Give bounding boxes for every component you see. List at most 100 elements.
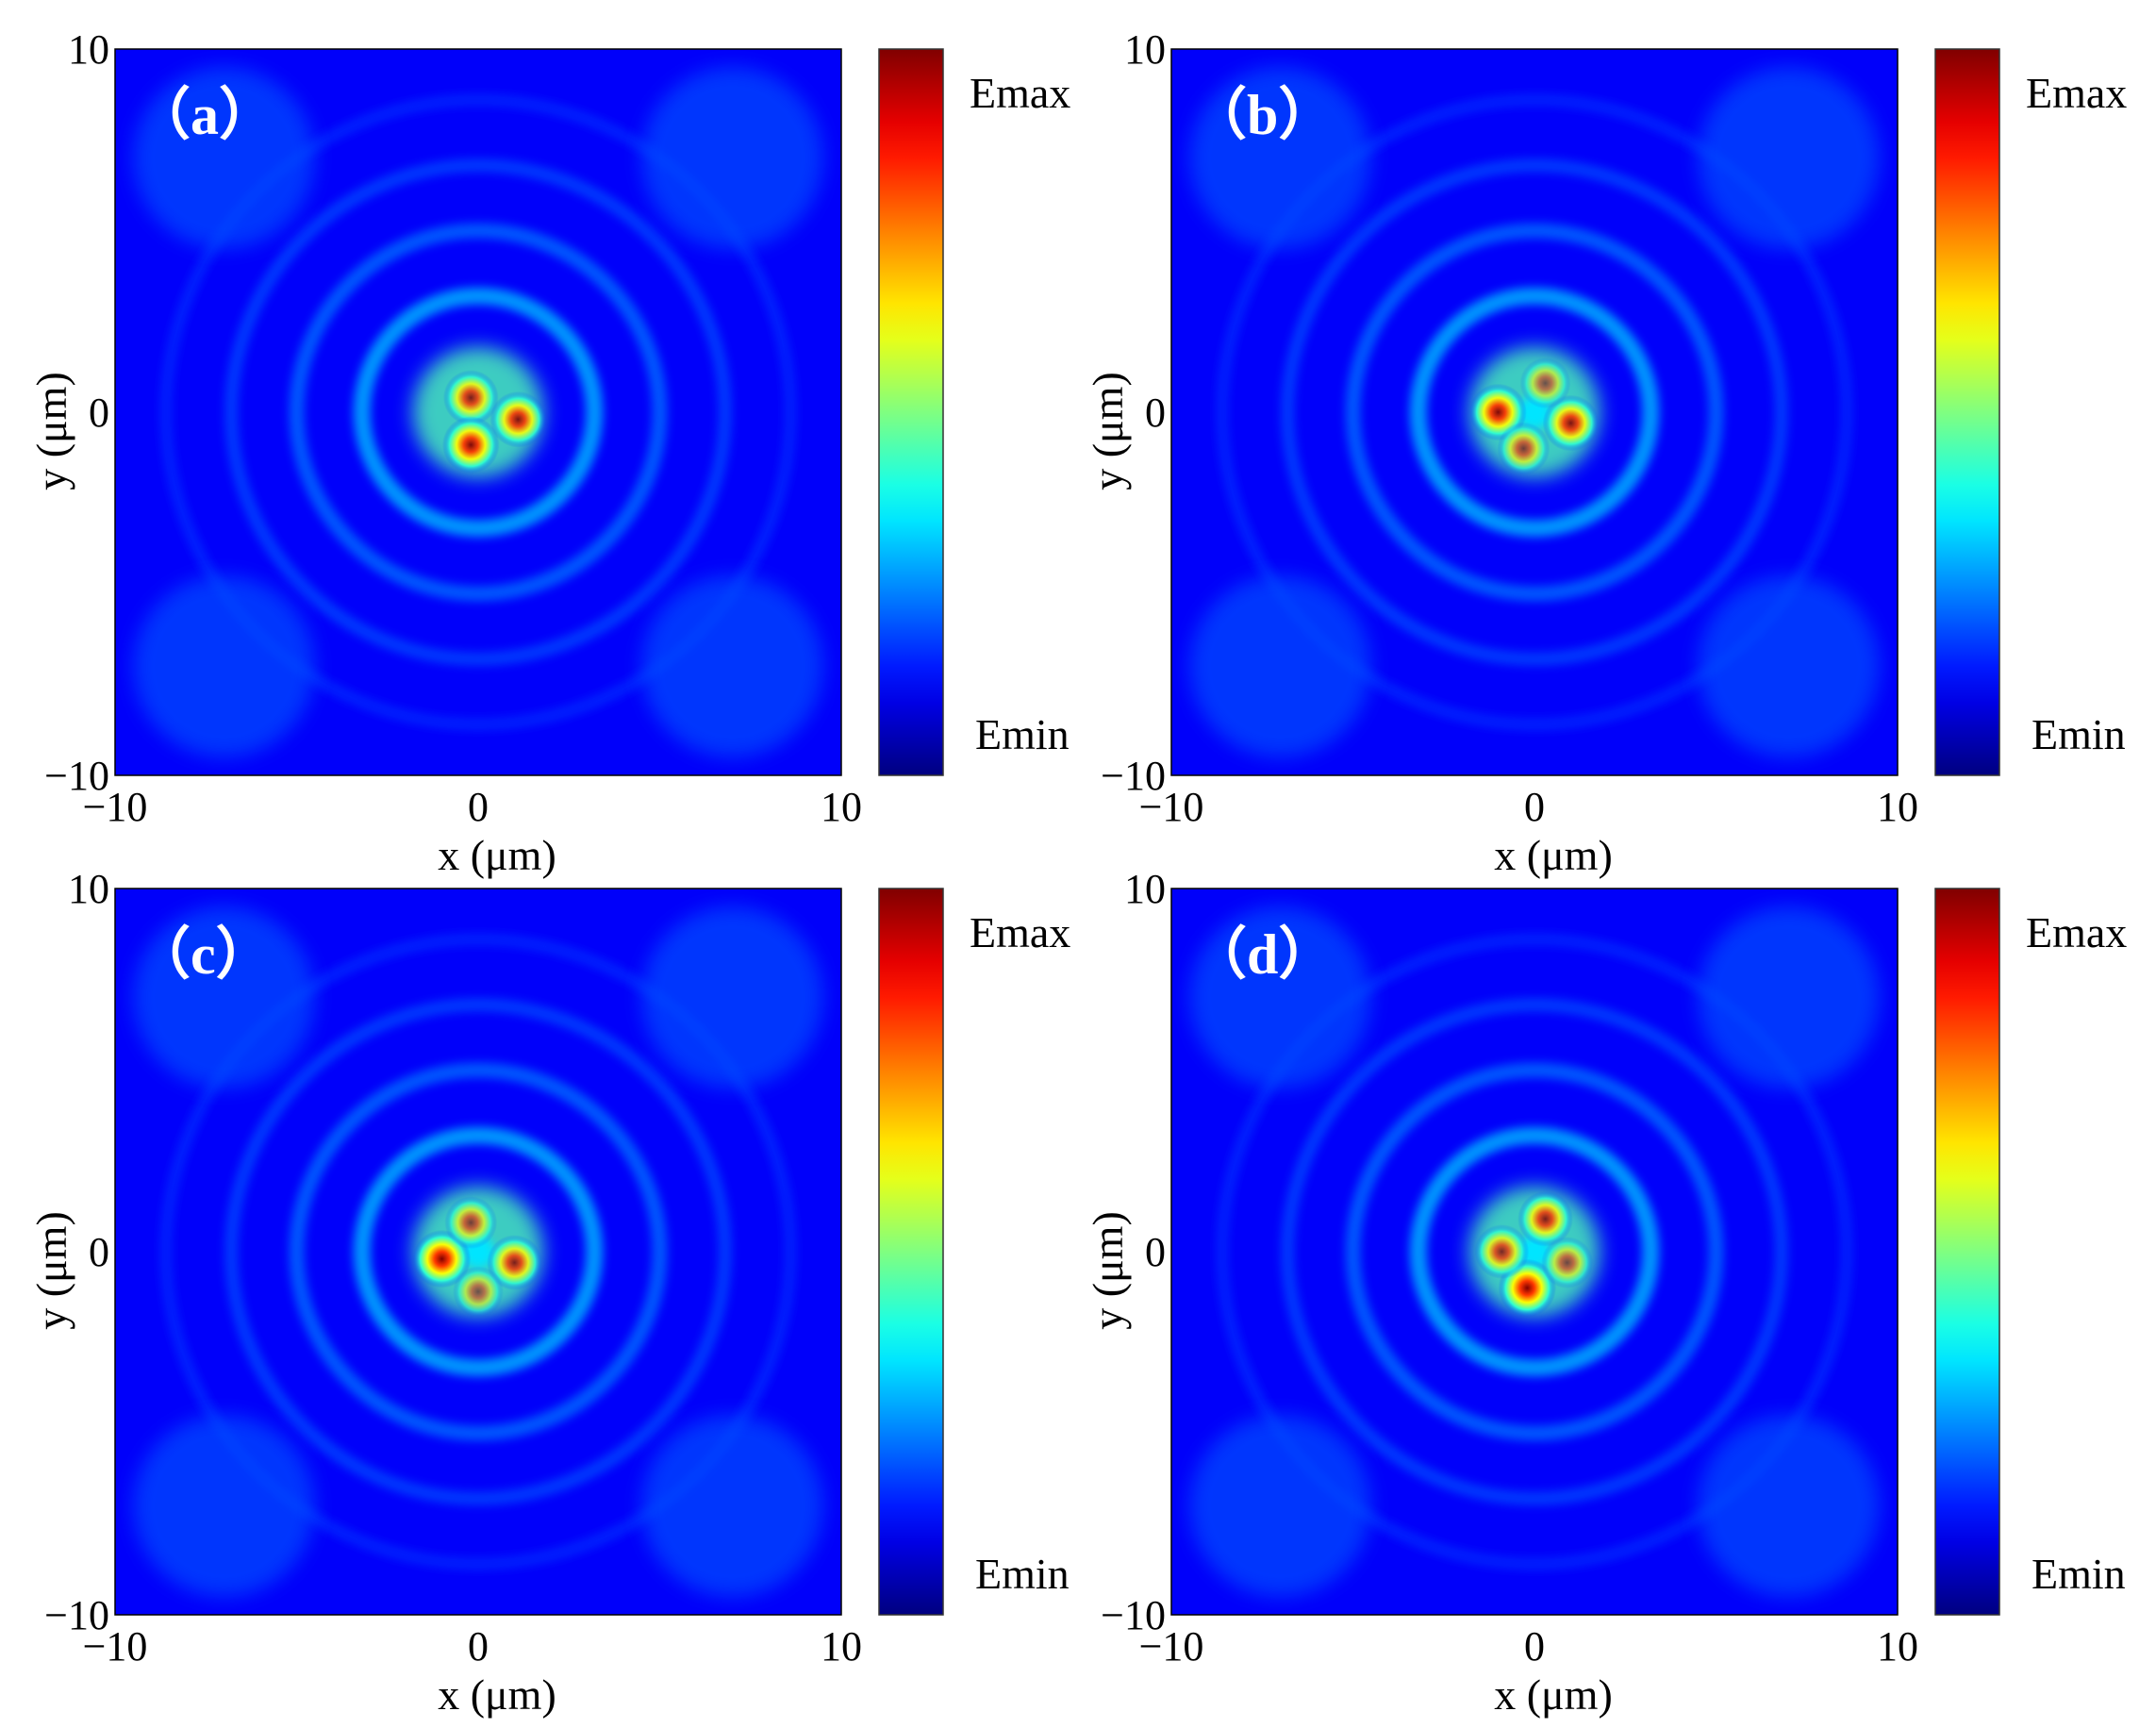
hotspot xyxy=(1517,1190,1573,1247)
background-haze xyxy=(133,906,315,1088)
background-haze xyxy=(641,575,823,757)
fringe-ring xyxy=(1281,158,1788,666)
x-tick-label: 10 xyxy=(1877,1623,1918,1670)
panel-svg: −10 0 10 10 0 −10 x (μm) y (μm) （b） Emax Emin xyxy=(1084,26,2127,879)
y-tick-label: 0 xyxy=(89,390,109,436)
background-haze xyxy=(1698,1415,1880,1597)
y-tick-label: 0 xyxy=(1145,390,1166,436)
x-tick-label: −10 xyxy=(83,784,148,830)
background-haze xyxy=(1189,575,1371,757)
fringe-ring xyxy=(1409,1126,1660,1377)
plot-frame xyxy=(114,888,842,1616)
colorbar xyxy=(1934,48,2000,776)
background-haze xyxy=(1189,1415,1371,1597)
panel-b: −10 0 10 10 0 −10 x (μm) y (μm) （b） Emax Emin xyxy=(1056,0,2150,879)
background-haze xyxy=(133,67,315,249)
colorbar-min-label: Emin xyxy=(975,1550,1070,1598)
colorbar xyxy=(1934,888,2000,1616)
panel-label: （b） xyxy=(1190,83,1335,146)
background-haze xyxy=(1189,906,1371,1088)
x-axis-label: x (μm) xyxy=(1494,831,1613,879)
y-tick-label: 0 xyxy=(1145,1229,1166,1275)
hotspot xyxy=(489,390,547,448)
y-tick-label: −10 xyxy=(1101,1592,1166,1638)
colorbar xyxy=(878,48,944,776)
fringe-ring xyxy=(353,287,604,538)
panel-label: （c） xyxy=(134,922,273,986)
hotspot xyxy=(1542,394,1600,452)
panel-label: （d） xyxy=(1190,922,1335,986)
x-tick-label: 0 xyxy=(1524,1623,1545,1670)
background-haze xyxy=(641,906,823,1088)
x-tick-label: 10 xyxy=(821,784,862,830)
y-axis-label: y (μm) xyxy=(1084,372,1132,490)
background-haze xyxy=(1189,67,1371,249)
x-tick-label: 10 xyxy=(821,1623,862,1670)
fringe-ring xyxy=(1345,1062,1724,1441)
plot-frame xyxy=(1170,888,1899,1616)
panel-label: （a） xyxy=(134,83,275,146)
fringe-ring xyxy=(1345,223,1724,602)
hotspot xyxy=(1497,422,1551,475)
fringe-ring xyxy=(224,158,732,666)
fringe-ring xyxy=(1281,998,1788,1505)
fringe-ring xyxy=(1216,93,1853,731)
panel-svg: −10 0 10 10 0 −10 x (μm) y (μm) （a） Emax Emin xyxy=(27,26,1070,879)
background-haze xyxy=(133,575,315,757)
hotspot xyxy=(453,1266,504,1318)
colorbar xyxy=(878,888,944,1616)
colorbar-min-label: Emin xyxy=(975,710,1070,758)
y-tick-label: 10 xyxy=(1124,26,1166,73)
x-tick-label: 0 xyxy=(468,1623,489,1670)
x-axis-label: x (μm) xyxy=(438,1670,556,1719)
background-haze xyxy=(1698,67,1880,249)
x-tick-label: 0 xyxy=(1524,784,1545,830)
background-haze xyxy=(641,1415,823,1597)
fringe-ring xyxy=(159,933,797,1570)
colorbar-min-label: Emin xyxy=(2032,1550,2126,1598)
panel-c: −10 0 10 10 0 −10 x (μm) y (μm) （c） Emax Emin xyxy=(0,839,1094,1719)
fringe-ring xyxy=(1216,933,1853,1570)
fringe-ring xyxy=(1409,287,1660,538)
fringe-ring xyxy=(353,1126,604,1377)
x-tick-label: 10 xyxy=(1877,784,1918,830)
hotspot xyxy=(441,416,500,474)
y-tick-label: −10 xyxy=(1101,753,1166,799)
x-tick-label: −10 xyxy=(83,1623,148,1670)
x-axis-label: x (μm) xyxy=(1494,1670,1613,1719)
x-tick-label: −10 xyxy=(1139,784,1204,830)
y-tick-label: −10 xyxy=(44,753,109,799)
hotspot xyxy=(1474,1224,1530,1279)
hotspot xyxy=(1541,1237,1594,1288)
y-axis-label: y (μm) xyxy=(27,372,75,490)
fringe-ring xyxy=(289,1062,668,1441)
y-tick-label: −10 xyxy=(44,1592,109,1638)
y-axis-label: y (μm) xyxy=(1084,1211,1132,1330)
y-axis-label: y (μm) xyxy=(27,1211,75,1330)
y-tick-label: 10 xyxy=(68,866,109,912)
y-tick-label: 10 xyxy=(68,26,109,73)
panel-a: −10 0 10 10 0 −10 x (μm) y (μm) （a） Emax Emin xyxy=(0,0,1094,879)
y-tick-label: 10 xyxy=(1124,866,1166,912)
background-haze xyxy=(1698,575,1880,757)
plot-frame xyxy=(114,48,842,776)
colorbar-max-label: Emax xyxy=(970,908,1070,956)
panel-svg: −10 0 10 10 0 −10 x (μm) y (μm) （c） Emax Emin xyxy=(27,866,1070,1719)
panel-d: −10 0 10 10 0 −10 x (μm) y (μm) （d） Emax Emin xyxy=(1056,839,2150,1719)
x-tick-label: 0 xyxy=(468,784,489,830)
hotspot xyxy=(442,370,499,425)
hotspot xyxy=(487,1235,542,1290)
panel-svg: −10 0 10 10 0 −10 x (μm) y (μm) （d） Emax Emin xyxy=(1084,866,2127,1719)
x-axis-label: x (μm) xyxy=(438,831,556,879)
background-haze xyxy=(133,1415,315,1597)
colorbar-max-label: Emax xyxy=(970,69,1070,117)
colorbar-max-label: Emax xyxy=(2026,908,2127,956)
fringe-ring xyxy=(159,93,797,731)
hotspot xyxy=(444,1196,498,1250)
hotspot xyxy=(1519,357,1571,409)
x-tick-label: −10 xyxy=(1139,1623,1204,1670)
background-haze xyxy=(641,67,823,249)
colorbar-min-label: Emin xyxy=(2032,710,2126,758)
fringe-ring xyxy=(224,998,732,1505)
